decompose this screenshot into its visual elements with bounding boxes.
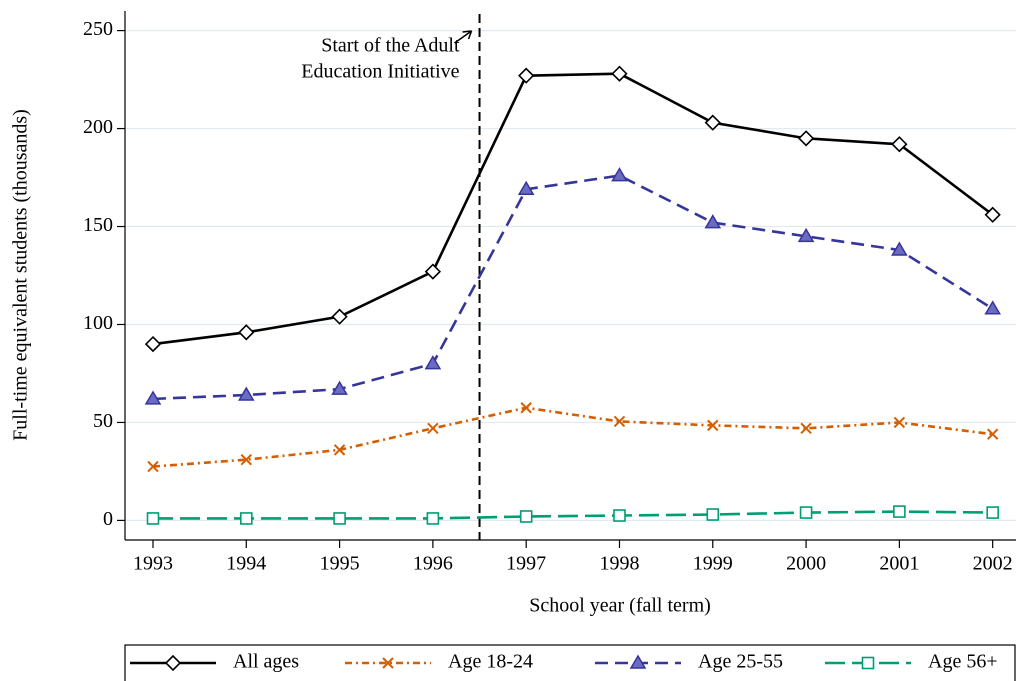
marker — [613, 415, 626, 428]
marker — [797, 227, 815, 243]
y-tick-label: 100 — [83, 312, 113, 334]
marker — [893, 416, 906, 429]
x-tick-label: 1993 — [133, 553, 173, 575]
marker — [518, 67, 535, 84]
marker — [333, 444, 346, 456]
series-line — [152, 72, 994, 346]
legend-label: Age 25-55 — [698, 651, 783, 673]
marker — [238, 324, 255, 341]
x-tick-label: 1995 — [320, 553, 360, 575]
marker — [893, 505, 906, 518]
x-tick-label: 1998 — [599, 553, 639, 575]
marker — [520, 402, 532, 414]
y-tick-label: 250 — [83, 18, 113, 40]
marker — [240, 453, 252, 466]
marker — [239, 512, 253, 525]
marker — [799, 506, 813, 519]
marker — [147, 460, 159, 473]
legend-label: Age 18-24 — [448, 651, 533, 673]
x-tick-label: 2000 — [786, 553, 826, 575]
x-tick-label: 1997 — [506, 553, 546, 575]
marker — [237, 386, 255, 401]
marker — [704, 114, 721, 131]
series-line — [152, 174, 994, 401]
x-tick-label: 2001 — [879, 553, 919, 575]
marker — [800, 422, 812, 435]
annotation: Start of the Adult — [321, 35, 460, 57]
marker — [861, 656, 875, 670]
marker — [891, 136, 908, 153]
y-axis-label: Full-time equivalent students (thousands… — [10, 109, 32, 441]
marker — [146, 512, 160, 525]
marker — [984, 206, 1001, 223]
marker — [424, 355, 442, 370]
marker — [331, 380, 348, 395]
marker — [629, 654, 647, 669]
legend-label: All ages — [233, 651, 299, 673]
y-tick-label: 0 — [103, 508, 113, 530]
x-axis-label: School year (fall term) — [529, 595, 711, 617]
y-tick-label: 50 — [93, 410, 113, 432]
x-tick-label: 1994 — [226, 553, 266, 575]
marker — [164, 654, 182, 672]
marker — [144, 390, 162, 405]
legend-box — [124, 644, 1016, 681]
y-tick-label: 200 — [83, 116, 113, 138]
x-tick-label: 1999 — [693, 553, 733, 575]
marker — [519, 510, 533, 523]
marker — [382, 657, 394, 669]
marker — [424, 263, 442, 280]
marker — [517, 180, 535, 196]
marker — [333, 512, 346, 525]
marker — [704, 214, 722, 229]
marker — [984, 300, 1001, 315]
marker — [706, 508, 720, 521]
annotation: Education Initiative — [301, 61, 459, 83]
marker — [427, 422, 439, 435]
marker — [891, 241, 908, 256]
marker — [331, 308, 348, 325]
x-tick-label: 1996 — [413, 553, 453, 575]
legend-label: Age 56+ — [928, 651, 998, 673]
x-tick-label: 2002 — [973, 553, 1013, 575]
y-tick-label: 150 — [83, 214, 113, 236]
marker — [144, 335, 162, 353]
annotation-arrowhead — [462, 30, 473, 40]
series-line — [152, 510, 993, 520]
annotation-arrow — [454, 30, 472, 44]
marker — [426, 512, 440, 525]
marker — [986, 428, 999, 440]
marker — [707, 419, 719, 432]
series-line — [152, 406, 993, 468]
marker — [797, 130, 815, 147]
marker — [613, 509, 626, 522]
marker — [986, 506, 999, 519]
marker — [611, 167, 628, 182]
marker — [611, 65, 628, 82]
